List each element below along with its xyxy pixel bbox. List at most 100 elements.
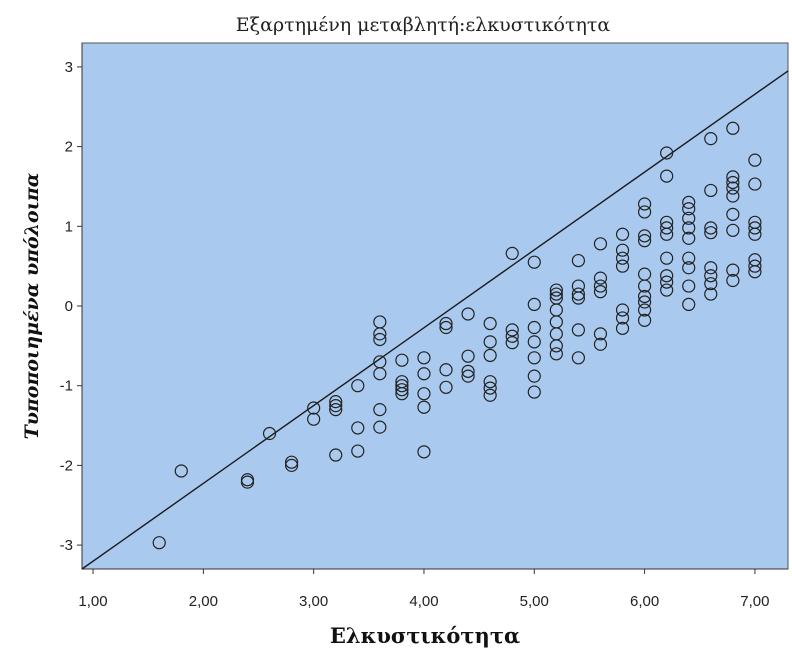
data-point (527, 385, 541, 399)
data-point (284, 458, 299, 472)
data-point (704, 287, 718, 301)
data-point (417, 351, 431, 365)
data-point (505, 329, 519, 343)
data-point (726, 263, 740, 277)
data-point (682, 251, 696, 265)
data-point (505, 246, 519, 260)
y-tick-label: -2 (60, 457, 73, 474)
data-point (637, 295, 652, 309)
data-point (174, 464, 188, 478)
x-ticks: 1,00 2,00 3,00 4,00 5,00 6,00 7,00 (78, 569, 770, 610)
data-point (704, 183, 718, 198)
data-point (395, 387, 409, 401)
data-point (505, 323, 519, 337)
data-point (660, 275, 674, 289)
data-point (726, 273, 740, 288)
data-point (527, 320, 541, 335)
plot-area (81, 42, 789, 570)
data-point (571, 351, 586, 365)
data-point (593, 279, 608, 293)
data-point (748, 177, 762, 191)
x-tick-label: 1,00 (78, 593, 107, 610)
data-point (726, 223, 740, 237)
data-point (615, 227, 630, 241)
data-point (682, 211, 696, 225)
data-point (660, 169, 674, 183)
data-point (593, 285, 608, 299)
data-point (682, 202, 696, 216)
data-point (262, 426, 277, 441)
data-point (615, 321, 630, 335)
data-point (637, 289, 652, 304)
data-point (483, 335, 497, 349)
data-point (748, 265, 762, 279)
data-point (373, 420, 387, 434)
data-point (549, 287, 563, 301)
data-point (439, 380, 453, 394)
data-point (682, 195, 696, 209)
data-point (571, 253, 586, 268)
data-point (549, 339, 563, 353)
data-point (593, 327, 608, 341)
data-point (505, 336, 519, 350)
data-point (483, 348, 497, 363)
data-point (593, 271, 608, 285)
data-point (307, 412, 321, 426)
data-point (152, 536, 166, 550)
data-point (549, 283, 563, 297)
data-point (748, 227, 762, 241)
data-point (637, 197, 652, 211)
data-point (483, 316, 497, 331)
data-point (660, 269, 674, 283)
data-point (461, 349, 475, 363)
data-point (682, 231, 696, 245)
y-ticks: 3 2 1 0 -1 -2 -3 (60, 59, 82, 554)
points-layer (152, 121, 762, 550)
data-point (395, 353, 409, 367)
data-point (527, 351, 541, 365)
data-point (726, 207, 740, 221)
data-point (637, 279, 652, 293)
data-point (395, 383, 409, 397)
data-point (240, 475, 255, 489)
data-point (527, 369, 541, 383)
y-tick-label: 3 (65, 59, 73, 76)
x-tick-label: 6,00 (630, 593, 659, 610)
data-point (637, 229, 652, 243)
data-point (395, 379, 409, 393)
data-point (682, 297, 696, 312)
y-tick-label: -3 (60, 537, 73, 554)
data-point (660, 146, 674, 160)
y-axis-label: Τυποποιημένα υπόλοιπα (21, 172, 43, 439)
data-point (593, 237, 608, 251)
data-point (373, 327, 387, 341)
data-point (726, 189, 740, 203)
y-tick-label: 1 (65, 218, 73, 235)
x-tick-label: 5,00 (520, 593, 549, 610)
data-point (483, 375, 497, 389)
data-point (329, 395, 343, 409)
data-point (615, 311, 630, 325)
data-point (682, 279, 696, 293)
data-point (748, 153, 762, 167)
data-point (329, 399, 343, 413)
data-point (748, 259, 762, 273)
data-point (373, 367, 387, 381)
data-point (527, 335, 541, 349)
data-point (637, 205, 652, 219)
data-point (549, 347, 563, 361)
data-point (726, 175, 740, 190)
data-point (483, 388, 497, 402)
data-point (682, 261, 696, 275)
data-point (439, 320, 453, 335)
data-point (527, 255, 541, 269)
data-point (461, 369, 475, 383)
data-point (637, 313, 652, 327)
data-point (726, 181, 740, 195)
x-tick-label: 2,00 (189, 593, 218, 610)
data-point (637, 234, 652, 248)
data-point (704, 277, 718, 291)
data-point (417, 367, 431, 381)
data-point (329, 448, 343, 462)
